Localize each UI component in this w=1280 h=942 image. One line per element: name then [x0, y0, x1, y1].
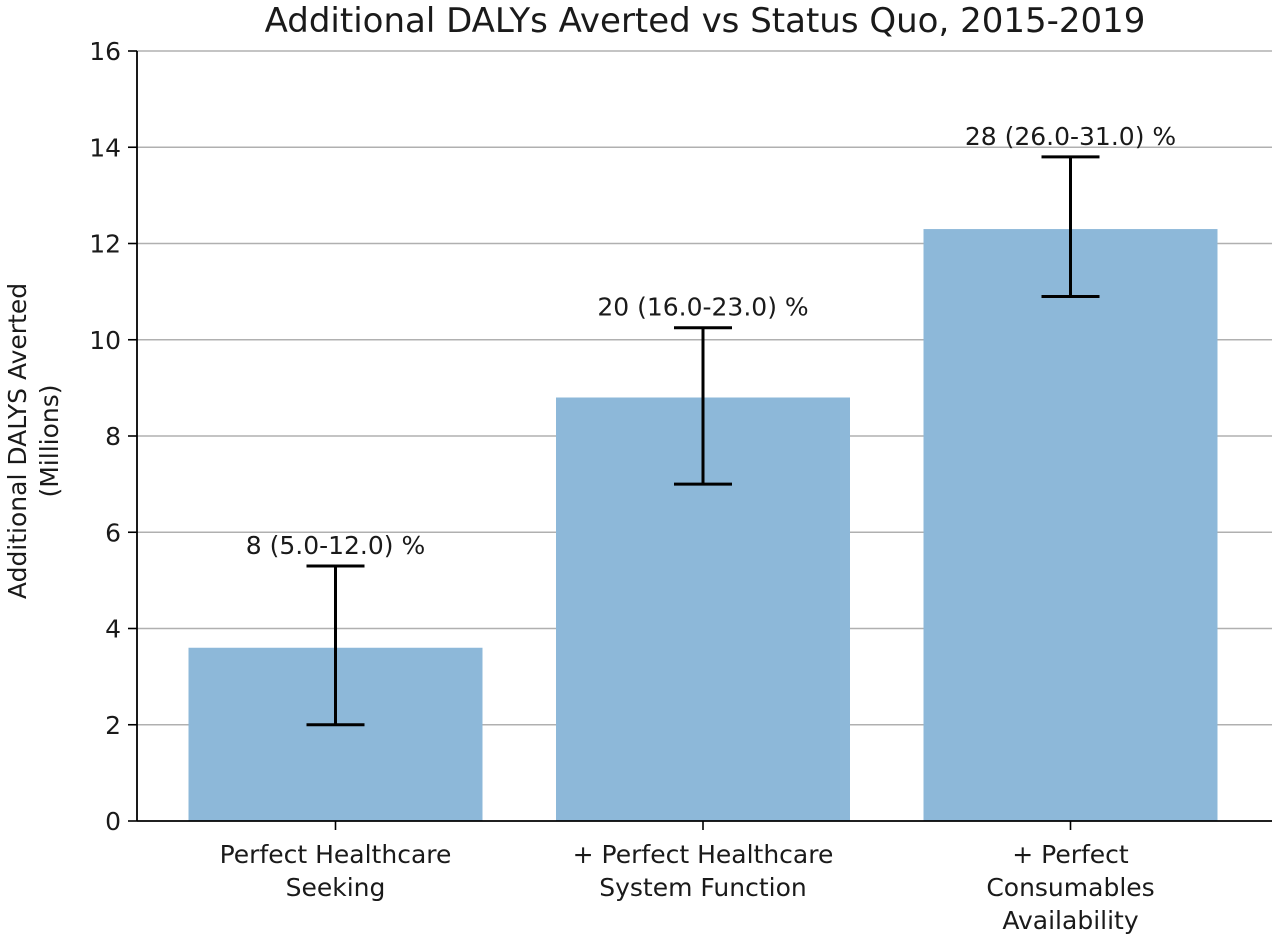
x-tick-label: Perfect Healthcare Seeking [220, 840, 452, 902]
x-tick-label: + Perfect Healthcare System Function [573, 840, 834, 902]
x-tick-label-line: Availability [1002, 906, 1138, 935]
y-tick-label: 6 [105, 518, 121, 547]
data-label: 28 (26.0-31.0) % [965, 122, 1176, 151]
data-label: 20 (16.0-23.0) % [597, 293, 808, 322]
x-tick-label-line: System Function [599, 873, 807, 902]
y-axis-label-line: Additional DALYS Averted [3, 283, 32, 599]
y-axis-label-line: (Millions) [35, 384, 64, 497]
x-tick-label-line: Perfect Healthcare [220, 840, 452, 869]
y-tick-label: 4 [105, 615, 121, 644]
y-tick-label: 16 [89, 37, 121, 66]
y-tick-label: 12 [89, 230, 121, 259]
x-tick-label-line: + Perfect Healthcare [573, 840, 834, 869]
x-tick-label-line: Consumables [986, 873, 1154, 902]
y-axis-label: Additional DALYS Averted (Millions) [3, 283, 64, 599]
labels: 0 2 4 6 8 10 12 14 16 8 (5.0-12.0) % Perfect Healt… [3, 37, 1176, 935]
y-tick-label: 0 [105, 807, 121, 836]
axes [128, 50, 1272, 830]
chart-title: Additional DALYs Averted vs Status Quo, … [265, 1, 1146, 41]
bar [923, 229, 1218, 821]
error-bars [306, 155, 1100, 727]
x-tick-label: + Perfect Consumables Availability [986, 840, 1154, 935]
y-tick-label: 10 [89, 326, 121, 355]
x-tick-label-line: + Perfect [1012, 840, 1129, 869]
y-tick-label: 2 [105, 711, 121, 740]
x-tick-label-line: Seeking [286, 873, 386, 902]
bars [188, 229, 1218, 821]
y-tick-label: 8 [105, 422, 121, 451]
y-tick-label: 14 [89, 133, 121, 162]
data-label: 8 (5.0-12.0) % [246, 531, 426, 560]
